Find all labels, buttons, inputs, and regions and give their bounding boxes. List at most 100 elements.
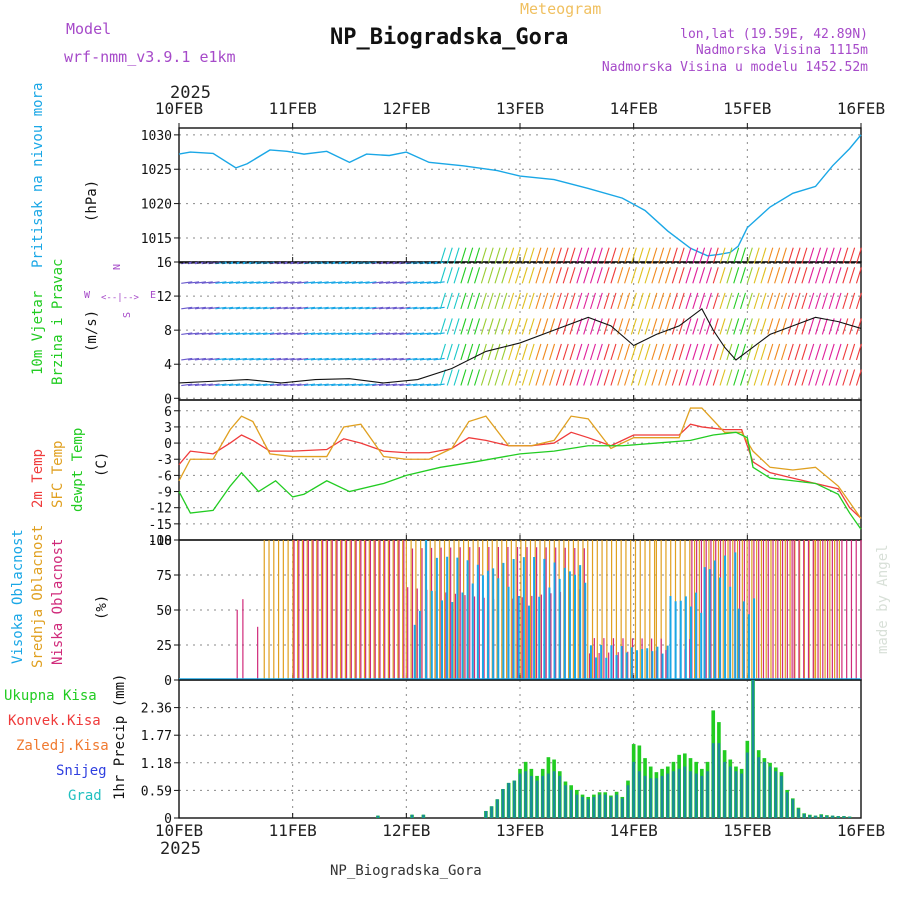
wind-barb bbox=[746, 247, 753, 264]
wind-barb bbox=[849, 318, 856, 335]
pressure-unit: (hPa) bbox=[84, 180, 100, 222]
precip-bar-snow bbox=[615, 794, 618, 818]
precip-bar-snow bbox=[802, 813, 806, 818]
wind-barb bbox=[406, 306, 418, 310]
y-tick-label: 6 bbox=[164, 405, 172, 420]
wind-barb bbox=[712, 247, 719, 264]
wind-barb bbox=[453, 318, 460, 335]
wind-barb bbox=[569, 369, 576, 386]
wind-barb bbox=[685, 267, 692, 284]
temp-ylabel-2: SFC Temp bbox=[50, 441, 66, 508]
wind-barb bbox=[664, 369, 672, 386]
wind-barb bbox=[215, 383, 227, 387]
wind-barb bbox=[474, 247, 481, 264]
wind-barb bbox=[494, 343, 501, 361]
wind-barb bbox=[821, 247, 828, 264]
wind-barb bbox=[215, 306, 227, 310]
wind-barb bbox=[637, 267, 644, 284]
wind-barb bbox=[263, 281, 275, 284]
wind-barb bbox=[446, 247, 453, 264]
temp-line bbox=[178, 431, 862, 530]
wind-barb bbox=[699, 369, 706, 386]
wind-barb bbox=[378, 281, 391, 284]
wind-barb bbox=[726, 247, 733, 264]
wind-barb bbox=[467, 267, 474, 284]
wind-barb bbox=[372, 383, 384, 387]
wind-barb bbox=[767, 267, 774, 284]
precip-bar-snow bbox=[643, 775, 647, 818]
wind-barb bbox=[808, 318, 815, 335]
wind-barb bbox=[433, 281, 445, 284]
wind-barb bbox=[181, 357, 193, 361]
precip-legend-freezing: Zaledj.Kisa bbox=[16, 738, 109, 754]
compass-ew-arrow: <--|--> bbox=[101, 293, 140, 303]
wind-barb bbox=[828, 247, 835, 264]
x-tick-label-top: 16FEB bbox=[837, 99, 885, 118]
wind-barb bbox=[508, 343, 515, 361]
wind-barb bbox=[815, 343, 822, 361]
precip-bar-snow bbox=[757, 757, 761, 818]
y-tick-label: -12 bbox=[149, 502, 172, 517]
wind-barb bbox=[317, 332, 329, 335]
wind-barb bbox=[637, 292, 644, 310]
wind-barb bbox=[228, 281, 241, 284]
wind-barb bbox=[372, 281, 384, 284]
wind-barb bbox=[712, 369, 719, 386]
wind-barb bbox=[849, 292, 856, 310]
wind-barb bbox=[331, 306, 343, 310]
wind-barb bbox=[480, 369, 487, 386]
wind-barb bbox=[453, 267, 460, 284]
wind-barb bbox=[290, 383, 302, 387]
y-tick-label: 1015 bbox=[141, 232, 172, 247]
wind-barb bbox=[549, 267, 556, 284]
wind-barb bbox=[413, 357, 425, 361]
wind-barb bbox=[242, 281, 254, 284]
wind-barb bbox=[610, 318, 617, 335]
wind-barb bbox=[439, 318, 446, 335]
wind-barb bbox=[849, 369, 856, 386]
wind-barb bbox=[794, 343, 801, 361]
precip-bar-snow bbox=[785, 792, 789, 818]
wind-barb bbox=[494, 247, 501, 264]
wind-barb bbox=[569, 247, 576, 264]
wind-barb bbox=[201, 357, 213, 361]
wind-barb bbox=[617, 318, 624, 335]
wind-barb bbox=[603, 292, 610, 310]
precip-bar-snow bbox=[768, 766, 772, 818]
wind-barb bbox=[419, 306, 432, 310]
wind-barb bbox=[235, 357, 247, 361]
wind-barb bbox=[501, 292, 508, 310]
wind-barb bbox=[774, 292, 781, 310]
wind-barb bbox=[453, 369, 460, 386]
wind-barb bbox=[624, 318, 631, 335]
wind-barb bbox=[228, 332, 241, 335]
wind-barb bbox=[269, 332, 282, 335]
wind-barb bbox=[228, 306, 241, 310]
precip-bar-snow bbox=[814, 815, 817, 818]
wind-barb bbox=[399, 383, 411, 387]
wind-barb bbox=[392, 332, 404, 335]
wind-barb bbox=[317, 383, 329, 387]
footer-station: NP_Biogradska_Gora bbox=[330, 863, 482, 879]
wind-barb bbox=[433, 332, 445, 335]
wind-barb bbox=[392, 306, 404, 310]
wind-barb bbox=[324, 357, 336, 361]
wind-barb bbox=[208, 281, 220, 284]
wind-barb bbox=[201, 306, 213, 310]
wind-barb bbox=[487, 369, 494, 386]
wind-barb bbox=[501, 247, 508, 264]
wind-barb bbox=[297, 306, 309, 310]
wind-barb bbox=[372, 306, 384, 310]
precip-bar-snow bbox=[672, 771, 675, 818]
wind-barb bbox=[235, 332, 247, 335]
precip-bar-snow bbox=[825, 815, 829, 818]
wind-barb bbox=[815, 369, 822, 386]
wind-barb bbox=[201, 332, 213, 335]
wind-barb bbox=[719, 318, 726, 335]
wind-barb bbox=[453, 292, 460, 310]
wind-barb bbox=[426, 383, 438, 387]
wind-barb bbox=[555, 247, 562, 264]
wind-barb bbox=[808, 343, 815, 361]
wind-barb bbox=[849, 343, 856, 361]
wind-barb bbox=[678, 343, 685, 361]
